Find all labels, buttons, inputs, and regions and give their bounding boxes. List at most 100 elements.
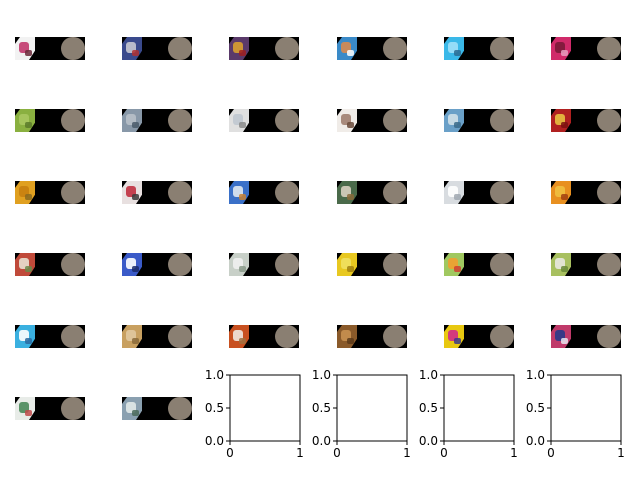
item-crop-detail bbox=[25, 194, 32, 200]
item-crop-detail bbox=[126, 114, 136, 125]
item-crop bbox=[444, 37, 464, 60]
image-tile bbox=[122, 397, 192, 420]
image-tile bbox=[15, 109, 85, 132]
mask-disc bbox=[275, 109, 299, 132]
item-crop bbox=[15, 253, 35, 276]
image-tile bbox=[551, 109, 621, 132]
image-tile bbox=[337, 181, 407, 204]
item-crop-detail bbox=[448, 330, 458, 341]
item-crop-detail bbox=[448, 186, 458, 197]
item-crop-detail bbox=[25, 338, 32, 344]
image-tile bbox=[122, 325, 192, 348]
item-crop bbox=[337, 181, 357, 204]
item-crop-detail bbox=[341, 186, 351, 197]
mask-disc bbox=[168, 325, 192, 348]
item-crop-detail bbox=[126, 402, 136, 413]
item-crop-detail bbox=[233, 186, 243, 197]
item-crop bbox=[337, 253, 357, 276]
item-crop bbox=[337, 109, 357, 132]
image-tile bbox=[444, 37, 514, 60]
mask-disc bbox=[490, 37, 514, 60]
item-crop-detail bbox=[132, 194, 139, 200]
item-crop-detail bbox=[341, 258, 351, 269]
image-tile bbox=[15, 397, 85, 420]
mask-disc bbox=[383, 181, 407, 204]
image-tile bbox=[122, 109, 192, 132]
mask-disc bbox=[168, 253, 192, 276]
item-crop bbox=[551, 109, 571, 132]
item-crop bbox=[551, 253, 571, 276]
item-crop-detail bbox=[239, 338, 246, 344]
mask-disc bbox=[168, 109, 192, 132]
item-crop-detail bbox=[347, 266, 354, 272]
image-tile bbox=[122, 181, 192, 204]
item-crop-detail bbox=[448, 114, 458, 125]
item-crop-detail bbox=[347, 338, 354, 344]
item-crop-detail bbox=[555, 114, 565, 125]
y-tick-label: 0.0 bbox=[205, 434, 224, 448]
y-tick-label: 0.5 bbox=[419, 401, 438, 415]
item-crop-detail bbox=[233, 42, 243, 53]
item-crop-detail bbox=[448, 258, 458, 269]
item-crop-detail bbox=[555, 258, 565, 269]
image-tile bbox=[337, 109, 407, 132]
item-crop bbox=[122, 109, 142, 132]
item-crop-detail bbox=[132, 338, 139, 344]
x-tick-label: 1 bbox=[617, 446, 625, 460]
image-tile bbox=[122, 37, 192, 60]
mask-disc bbox=[490, 325, 514, 348]
item-crop-detail bbox=[132, 410, 139, 416]
item-crop-detail bbox=[561, 194, 568, 200]
mask-disc bbox=[597, 109, 621, 132]
image-tile bbox=[444, 325, 514, 348]
item-crop bbox=[229, 109, 249, 132]
item-crop-detail bbox=[239, 194, 246, 200]
mask-disc bbox=[61, 397, 85, 420]
item-crop bbox=[444, 253, 464, 276]
item-crop bbox=[15, 181, 35, 204]
item-crop bbox=[444, 109, 464, 132]
item-crop bbox=[229, 253, 249, 276]
item-crop-detail bbox=[454, 122, 461, 128]
item-crop bbox=[122, 253, 142, 276]
item-crop-detail bbox=[239, 266, 246, 272]
item-crop-detail bbox=[561, 122, 568, 128]
mask-disc bbox=[275, 37, 299, 60]
y-tick-label: 0.5 bbox=[205, 401, 224, 415]
mask-disc bbox=[597, 37, 621, 60]
item-crop-detail bbox=[561, 338, 568, 344]
image-tile bbox=[15, 37, 85, 60]
y-tick-label: 0.5 bbox=[312, 401, 331, 415]
item-crop-detail bbox=[19, 330, 29, 341]
mask-disc bbox=[61, 325, 85, 348]
item-crop bbox=[122, 181, 142, 204]
y-tick-label: 1.0 bbox=[419, 368, 438, 382]
item-crop-detail bbox=[126, 330, 136, 341]
mask-disc bbox=[490, 253, 514, 276]
y-tick-label: 0.0 bbox=[419, 434, 438, 448]
item-crop-detail bbox=[132, 122, 139, 128]
mask-disc bbox=[490, 109, 514, 132]
item-crop bbox=[229, 325, 249, 348]
y-tick-label: 1.0 bbox=[526, 368, 545, 382]
item-crop-detail bbox=[19, 42, 29, 53]
item-crop-detail bbox=[555, 186, 565, 197]
axes-frame bbox=[550, 374, 622, 442]
mask-disc bbox=[275, 181, 299, 204]
mask-disc bbox=[275, 325, 299, 348]
image-tile bbox=[229, 181, 299, 204]
item-crop-detail bbox=[555, 330, 565, 341]
item-crop-detail bbox=[341, 114, 351, 125]
item-crop-detail bbox=[233, 258, 243, 269]
image-tile bbox=[444, 109, 514, 132]
axes-frame bbox=[229, 374, 301, 442]
item-crop bbox=[337, 325, 357, 348]
mask-disc bbox=[490, 181, 514, 204]
x-tick-label: 1 bbox=[296, 446, 304, 460]
item-crop bbox=[15, 37, 35, 60]
mask-disc bbox=[168, 181, 192, 204]
item-crop-detail bbox=[19, 186, 29, 197]
y-tick-label: 0.0 bbox=[526, 434, 545, 448]
image-tile bbox=[15, 325, 85, 348]
item-crop-detail bbox=[19, 114, 29, 125]
